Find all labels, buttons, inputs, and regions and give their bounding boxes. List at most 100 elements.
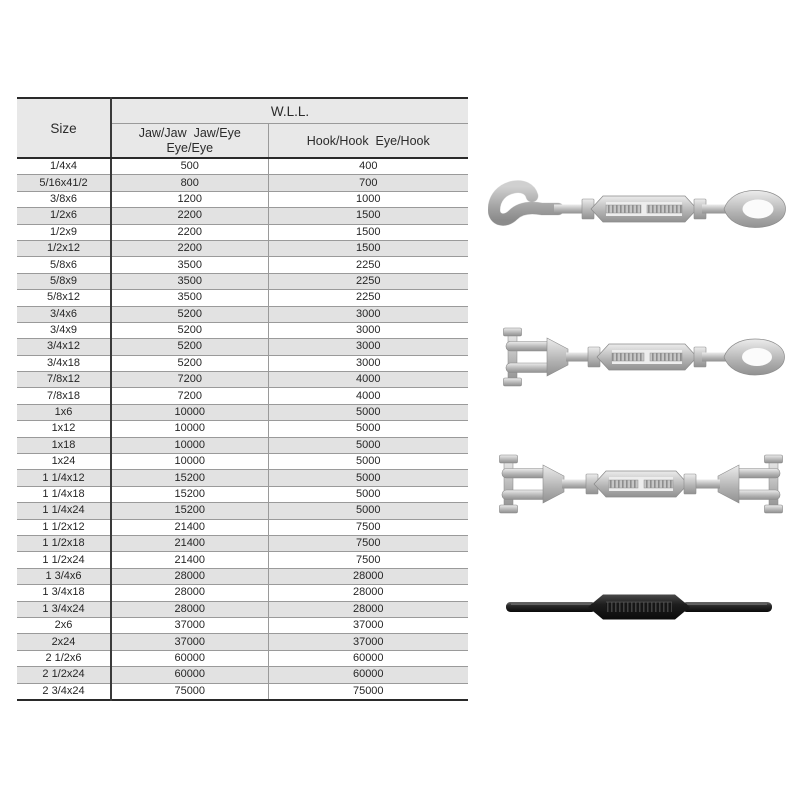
cell-size: 3/8x6 <box>17 191 112 209</box>
header-jaw-column: Jaw/Jaw Jaw/Eye Eye/Eye <box>111 123 269 159</box>
cell-hook: 2250 <box>268 289 469 307</box>
cell-size: 1 1/4x18 <box>17 486 112 504</box>
table-row: 7/8x12 7200 4000 <box>17 371 469 389</box>
cell-jaw: 60000 <box>111 666 269 684</box>
table-row: 1 1/4x24 15200 5000 <box>17 502 469 520</box>
table-body: 1/4x4 500 400 5/16x41/2 800 700 3/8x6 1200 1000 1… <box>17 158 469 701</box>
turnbuckle-body <box>585 470 697 498</box>
hook-eye-turnbuckle-image <box>488 170 793 245</box>
cell-jaw: 21400 <box>111 535 269 553</box>
cell-size: 1x6 <box>17 404 112 422</box>
turnbuckle-body <box>587 343 728 371</box>
table-row: 1x12 10000 5000 <box>17 420 469 438</box>
stub-stub-turnbuckle-image <box>503 588 775 626</box>
cell-jaw: 15200 <box>111 502 269 520</box>
cell-hook: 2250 <box>268 256 469 274</box>
table-row: 1/2x12 2200 1500 <box>17 240 469 258</box>
cell-size: 1x18 <box>17 437 112 455</box>
cell-jaw: 28000 <box>111 568 269 586</box>
cell-hook: 5000 <box>268 502 469 520</box>
table-row: 2 3/4x24 75000 75000 <box>17 683 469 701</box>
cell-jaw: 28000 <box>111 601 269 618</box>
jaw-jaw-turnbuckle-photo <box>499 454 783 514</box>
table-row: 5/8x12 3500 2250 <box>17 289 469 307</box>
cell-size: 2x24 <box>17 633 112 651</box>
cell-jaw: 800 <box>111 174 269 192</box>
cell-size: 1/2x12 <box>17 240 112 258</box>
jaw-end-right <box>691 454 783 514</box>
cell-hook: 5000 <box>268 437 469 455</box>
cell-size: 5/8x6 <box>17 256 112 274</box>
cell-size: 5/8x9 <box>17 273 112 291</box>
cell-jaw: 5200 <box>111 322 269 340</box>
cell-hook: 1500 <box>268 224 469 241</box>
cell-hook: 60000 <box>268 650 469 668</box>
cell-size: 3/4x6 <box>17 306 112 323</box>
cell-hook: 1000 <box>268 191 469 209</box>
cell-hook: 700 <box>268 174 469 192</box>
cell-jaw: 3500 <box>111 273 269 291</box>
header-jaw-line1: Jaw/Jaw Jaw/Eye <box>138 125 241 140</box>
cell-size: 1 1/2x18 <box>17 535 112 553</box>
cell-jaw: 1200 <box>111 191 269 209</box>
cell-jaw: 3500 <box>111 256 269 274</box>
cell-hook: 2250 <box>268 273 469 291</box>
cell-hook: 5000 <box>268 486 469 504</box>
cell-hook: 7500 <box>268 519 469 536</box>
table-row: 5/8x6 3500 2250 <box>17 256 469 274</box>
cell-hook: 400 <box>268 158 469 176</box>
table-row: 3/4x18 5200 3000 <box>17 355 469 373</box>
cell-size: 1/2x6 <box>17 207 112 225</box>
cell-jaw: 5200 <box>111 355 269 373</box>
cell-jaw: 21400 <box>111 551 269 569</box>
cell-hook: 4000 <box>268 371 469 389</box>
table-row: 1 1/4x12 15200 5000 <box>17 469 469 487</box>
eye-end <box>723 190 786 228</box>
cell-jaw: 10000 <box>111 453 269 471</box>
table-row: 1x24 10000 5000 <box>17 453 469 471</box>
cell-jaw: 10000 <box>111 437 269 455</box>
cell-size: 3/4x18 <box>17 355 112 373</box>
cell-hook: 75000 <box>268 683 469 701</box>
eye-end <box>723 338 785 376</box>
hook-eye-turnbuckle-photo <box>488 180 786 228</box>
cell-jaw: 10000 <box>111 404 269 422</box>
turnbuckle-body <box>588 594 690 620</box>
cell-jaw: 28000 <box>111 584 269 602</box>
table-row: 5/16x41/2 800 700 <box>17 174 469 192</box>
cell-jaw: 75000 <box>111 683 269 701</box>
cell-size: 1 3/4x18 <box>17 584 112 602</box>
cell-size: 2 1/2x24 <box>17 666 112 684</box>
cell-hook: 7500 <box>268 551 469 569</box>
cell-hook: 3000 <box>268 306 469 323</box>
cell-size: 1/2x9 <box>17 224 112 241</box>
cell-size: 2x6 <box>17 617 112 635</box>
table-row: 1 1/2x12 21400 7500 <box>17 519 469 536</box>
table-row: 1 3/4x18 28000 28000 <box>17 584 469 602</box>
cell-size: 1 1/2x12 <box>17 519 112 536</box>
cell-hook: 3000 <box>268 322 469 340</box>
stub-rod-left <box>506 602 596 612</box>
cell-hook: 5000 <box>268 420 469 438</box>
cell-size: 1 3/4x24 <box>17 601 112 618</box>
table-row: 1/2x9 2200 1500 <box>17 224 469 241</box>
cell-hook: 60000 <box>268 666 469 684</box>
table-header: Size W.L.L. Jaw/Jaw Jaw/Eye Eye/Eye Hook/… <box>17 98 469 159</box>
cell-hook: 28000 <box>268 568 469 586</box>
table-row: 3/4x9 5200 3000 <box>17 322 469 340</box>
header-jaw-line2: Eye/Eye <box>166 140 214 155</box>
cell-hook: 37000 <box>268 633 469 651</box>
table-row: 1/2x6 2200 1500 <box>17 207 469 225</box>
cell-hook: 3000 <box>268 355 469 373</box>
cell-size: 5/8x12 <box>17 289 112 307</box>
header-hook-column: Hook/Hook Eye/Hook <box>268 123 469 159</box>
table-row: 1/4x4 500 400 <box>17 158 469 176</box>
cell-hook: 5000 <box>268 404 469 422</box>
table-row: 2 1/2x24 60000 60000 <box>17 666 469 684</box>
cell-size: 3/4x12 <box>17 338 112 356</box>
cell-size: 1x24 <box>17 453 112 471</box>
table-row: 1 3/4x6 28000 28000 <box>17 568 469 586</box>
jaw-jaw-turnbuckle-image <box>490 450 792 518</box>
table-row: 1 3/4x24 28000 28000 <box>17 601 469 618</box>
